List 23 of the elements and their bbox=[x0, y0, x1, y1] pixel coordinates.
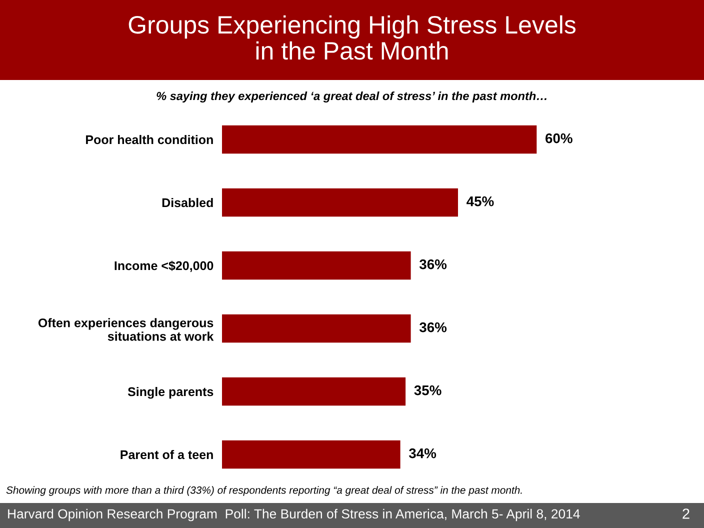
bar bbox=[222, 377, 406, 406]
chart-subtitle: % saying they experienced ‘a great deal of stress’ in the past month… bbox=[156, 92, 546, 102]
data-label: 35% bbox=[414, 385, 442, 396]
data-label: 36% bbox=[419, 259, 447, 270]
y-tick-label: Single parents bbox=[128, 386, 214, 399]
y-tick-label: Income <$20,000 bbox=[114, 260, 214, 272]
bar bbox=[222, 125, 537, 154]
data-label: 45% bbox=[466, 196, 494, 206]
data-label: 36% bbox=[419, 322, 447, 332]
bar bbox=[222, 314, 411, 343]
text: 2 bbox=[682, 508, 690, 519]
data-label: 34% bbox=[408, 448, 436, 458]
y-tick-label: Often experiences dangerous situations at work bbox=[38, 318, 214, 341]
y-tick-label: Disabled bbox=[162, 198, 213, 208]
bar bbox=[222, 188, 458, 217]
bar bbox=[222, 440, 400, 469]
bar bbox=[222, 251, 411, 280]
text: Harvard Opinion Research Program Poll: The Burden of Stress in America, March 5- April 8, 2014 bbox=[8, 508, 580, 522]
y-tick-label: Poor health condition bbox=[86, 134, 213, 144]
y-tick-label: Parent of a teen bbox=[120, 450, 213, 460]
chart-title: Groups Experiencing High Stress Levels in the Past Month bbox=[128, 15, 576, 60]
annotation: Showing groups with more than a third (33%) of respondents reporting “a great deal of stress” in the past month. bbox=[6, 486, 522, 496]
data-label: 60% bbox=[546, 133, 572, 144]
